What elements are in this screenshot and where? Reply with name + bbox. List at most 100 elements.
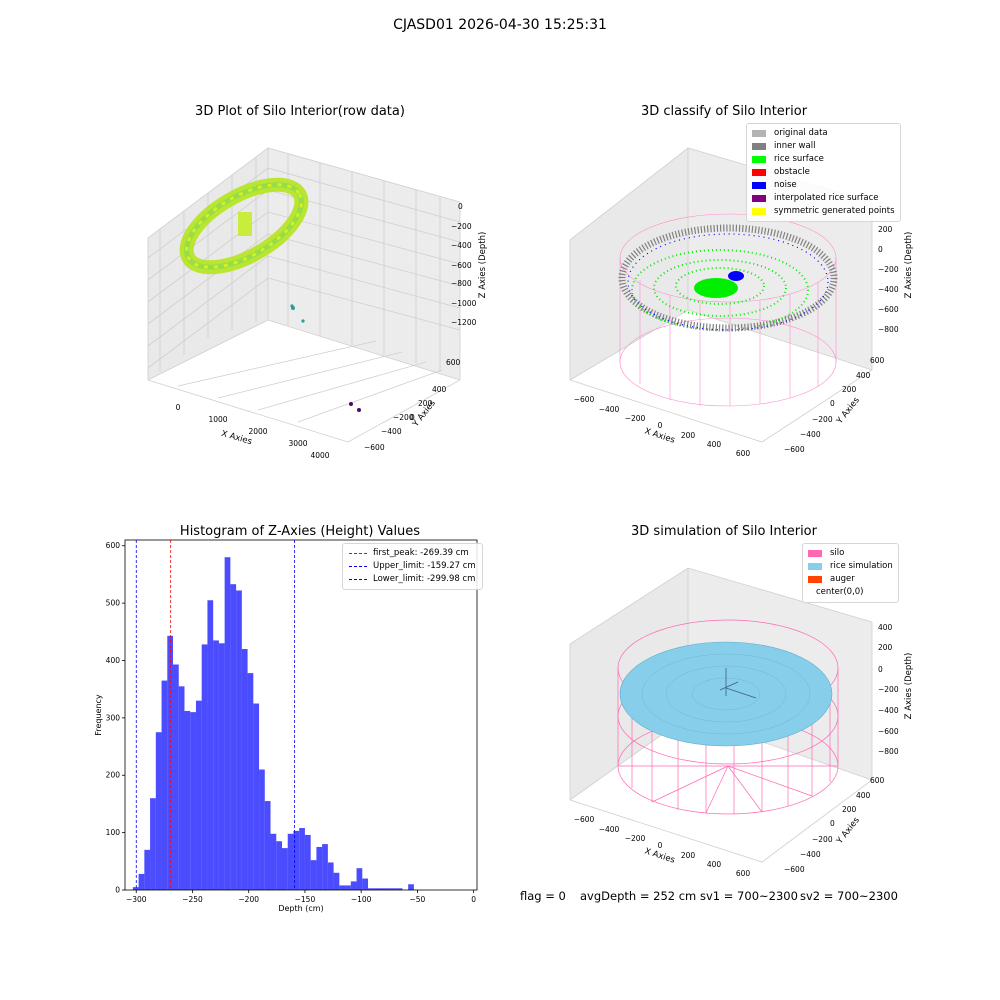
simulation-x-tick: 200: [681, 851, 696, 860]
raw-x-tick: 0: [176, 403, 181, 412]
legend-label: silo: [830, 548, 845, 558]
simulation-y-ticks: 600 400 200 0 −200 −400 −600: [784, 776, 885, 874]
simulation-legend-item: center(0,0): [808, 586, 893, 599]
histogram-bar: [184, 710, 191, 890]
histogram-bar: [230, 584, 237, 890]
x-tick-label: −150: [295, 895, 316, 904]
raw-z-tick: 0: [458, 202, 463, 211]
sv2-range: sv2 = 700~2300: [800, 889, 898, 903]
histogram-x-ticks: −300 −250 −200 −150 −100 −50 0: [126, 890, 476, 904]
simulation-y-tick: −400: [800, 850, 821, 859]
x-tick-label: −250: [182, 895, 203, 904]
classify-legend-item: interpolated rice surface: [752, 192, 895, 205]
histogram-bar: [264, 801, 271, 890]
histogram-bar: [304, 834, 311, 890]
simulation-3d-plot: −600 −400 −200 0 200 400 600 X Axies 600…: [569, 567, 914, 878]
histogram-threshold-lines: [135, 540, 295, 890]
histogram-bar: [138, 873, 145, 890]
raw-z-tick: −1000: [451, 299, 477, 308]
classify-x-tick: −600: [574, 395, 595, 404]
simulation-z-tick: 0: [878, 665, 883, 674]
legend-line: [349, 566, 367, 567]
histogram-bar: [173, 664, 179, 890]
histogram-bar: [293, 830, 300, 890]
simulation-z-tick: −800: [878, 747, 899, 756]
classify-z-tick: 200: [878, 225, 893, 234]
histogram-bar: [236, 590, 242, 890]
classify-z-label: Z Axies (Depth): [904, 232, 914, 299]
raw-x-ticks: 0 1000 2000 3000 4000: [176, 403, 330, 460]
histogram-frame: [124, 539, 478, 891]
simulation-x-tick: −200: [625, 834, 646, 843]
classify-y-tick: 200: [842, 385, 857, 394]
classify-legend-item: obstacle: [752, 166, 895, 179]
classify-z-tick: −200: [878, 265, 899, 274]
histogram-bar: [316, 846, 323, 890]
histogram-bar: [161, 680, 168, 890]
figure-title: CJASD01 2026-04-30 15:25:31: [393, 17, 607, 33]
auger-center-marker: [719, 668, 757, 699]
raw-z-tick: −600: [451, 261, 472, 270]
legend-swatch: [808, 576, 822, 583]
legend-line: [349, 553, 367, 554]
simulation-x-tick: 0: [658, 841, 663, 850]
classify-y-tick: 0: [830, 399, 835, 408]
raw-y-tick: 400: [432, 385, 447, 394]
histogram-legend: first_peak: -269.39 cm Upper_limit: -159…: [342, 543, 483, 590]
legend-line: [349, 579, 367, 580]
y-tick-label: 200: [106, 771, 121, 780]
simulation-x-tick: −600: [574, 815, 595, 824]
legend-label: first_peak: -269.39 cm: [373, 548, 469, 558]
classify-legend: original data inner wall rice surface ob…: [746, 123, 901, 222]
histogram-bar: [178, 686, 185, 890]
histogram-bar: [259, 769, 265, 890]
histogram-bar: [368, 888, 374, 890]
raw-axes-box: [147, 147, 461, 443]
legend-swatch: [752, 130, 766, 137]
histogram-bar: [155, 732, 162, 890]
classify-x-tick: −400: [599, 405, 620, 414]
simulation-x-tick: 400: [707, 860, 722, 869]
raw-point-cloud: [179, 177, 361, 412]
legend-swatch: [808, 550, 822, 557]
legend-label: noise: [774, 180, 797, 190]
y-tick-label: 500: [106, 599, 121, 608]
classify-y-ticks: 600 400 200 0 −200 −400 −600: [784, 356, 885, 454]
histogram-title: Histogram of Z-Axies (Height) Values: [179, 524, 421, 539]
legend-label: Lower_limit: -299.98 cm: [373, 574, 476, 584]
classify-x-ticks: −600 −400 −200 0 200 400 600: [574, 395, 751, 458]
classify-y-tick: 400: [856, 371, 871, 380]
raw-data-3d-plot: 0 1000 2000 3000 4000 X Axies 600 400 20…: [147, 147, 488, 460]
histogram-bar: [281, 848, 288, 890]
legend-swatch: [752, 182, 766, 189]
simulation-z-tick: −600: [878, 727, 899, 736]
simulation-y-tick: 0: [830, 819, 835, 828]
classify-rice-surface: [631, 249, 809, 331]
simulation-z-ticks: 400 200 0 −200 −400 −600 −800: [878, 623, 899, 756]
simulation-legend-item: silo: [808, 547, 893, 560]
simulation-y-tick: −200: [812, 835, 833, 844]
classify-noise-cluster: [728, 271, 744, 281]
legend-label: interpolated rice surface: [774, 193, 879, 203]
classify-x-tick: 400: [707, 440, 722, 449]
histogram-bar: [190, 712, 196, 890]
raw-y-tick: 200: [418, 399, 433, 408]
raw-x-tick: 1000: [208, 415, 227, 424]
histogram-bar: [333, 872, 340, 890]
histogram-bar: [379, 888, 386, 890]
x-tick-label: 0: [471, 895, 476, 904]
raw-y-tick: −400: [381, 427, 402, 436]
histogram-bar: [224, 557, 231, 890]
raw-plot-title: 3D Plot of Silo Interior(row data): [195, 104, 405, 119]
histogram-bar: [356, 868, 363, 890]
histogram-bar: [339, 885, 346, 890]
classify-x-tick: 200: [681, 431, 696, 440]
histogram-bar: [299, 828, 305, 890]
simulation-legend-item: auger: [808, 573, 893, 586]
histogram-bar: [373, 888, 380, 890]
histogram-legend-item: Lower_limit: -299.98 cm: [349, 573, 476, 586]
classify-legend-item: inner wall: [752, 140, 895, 153]
simulation-z-tick: −400: [878, 706, 899, 715]
histogram-bar: [253, 703, 260, 890]
classify-z-tick: −400: [878, 285, 899, 294]
